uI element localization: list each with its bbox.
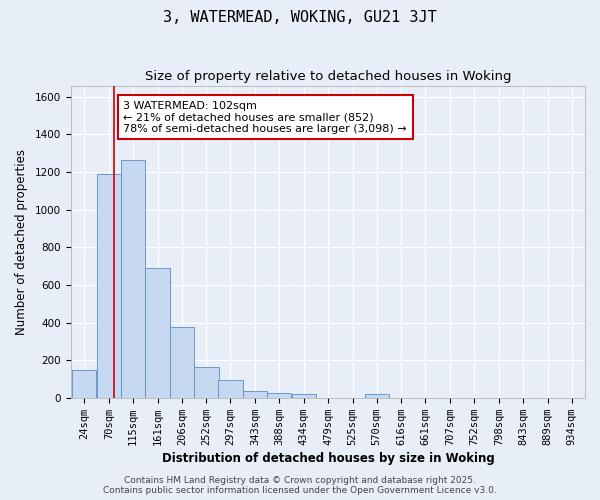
Text: Contains HM Land Registry data © Crown copyright and database right 2025.
Contai: Contains HM Land Registry data © Crown c… <box>103 476 497 495</box>
Bar <box>194 367 218 398</box>
Bar <box>292 394 316 398</box>
Bar <box>170 328 194 398</box>
Bar <box>243 391 268 398</box>
Bar <box>72 370 97 398</box>
Title: Size of property relative to detached houses in Woking: Size of property relative to detached ho… <box>145 70 511 83</box>
Bar <box>365 394 389 398</box>
Bar <box>145 268 170 398</box>
Bar <box>218 380 242 398</box>
Bar <box>97 174 121 398</box>
Text: 3, WATERMEAD, WOKING, GU21 3JT: 3, WATERMEAD, WOKING, GU21 3JT <box>163 10 437 25</box>
Y-axis label: Number of detached properties: Number of detached properties <box>15 148 28 334</box>
X-axis label: Distribution of detached houses by size in Woking: Distribution of detached houses by size … <box>161 452 494 465</box>
Bar <box>267 393 292 398</box>
Text: 3 WATERMEAD: 102sqm
← 21% of detached houses are smaller (852)
78% of semi-detac: 3 WATERMEAD: 102sqm ← 21% of detached ho… <box>124 100 407 134</box>
Bar <box>121 160 145 398</box>
